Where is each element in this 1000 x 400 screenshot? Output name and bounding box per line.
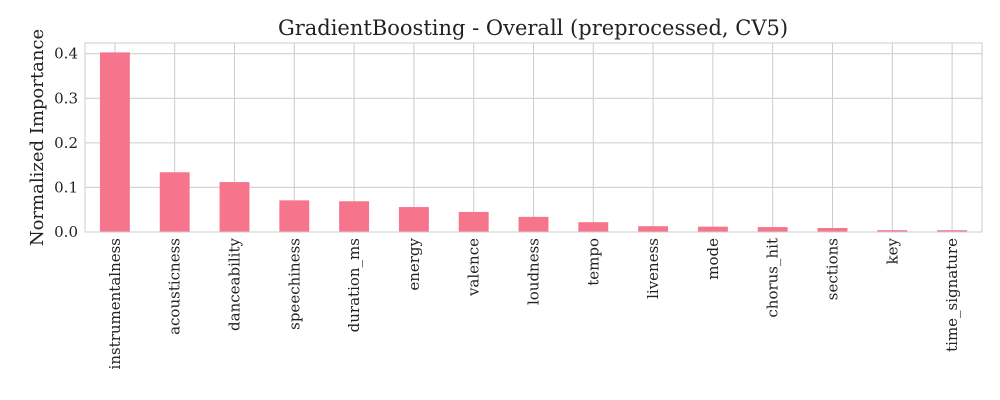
bar-mode <box>697 226 728 232</box>
x-tick-label: danceability <box>226 237 244 330</box>
x-tick-label: loudness <box>525 238 543 305</box>
chart-title: GradientBoosting - Overall (preprocessed… <box>278 16 788 40</box>
bar-valence <box>458 211 489 232</box>
x-tick-label: chorus_hit <box>764 238 782 318</box>
x-tick-label: acousticness <box>166 238 184 335</box>
bar-loudness <box>518 216 549 232</box>
bar-key <box>877 230 908 232</box>
bar-danceability <box>219 182 250 232</box>
bar-energy <box>398 207 429 232</box>
y-axis-label: Normalized Importance <box>27 29 48 246</box>
y-tick-label: 0.0 <box>54 223 78 241</box>
y-tick-labels: 0.0 0.1 0.2 0.3 0.4 <box>54 45 78 241</box>
x-tick-label: mode <box>704 238 722 280</box>
plot-frame <box>84 42 983 233</box>
y-tick-label: 0.2 <box>54 134 78 152</box>
x-tick-label: liveness <box>644 238 662 299</box>
x-tick-label: time_signature <box>943 238 961 352</box>
bars <box>99 52 968 233</box>
bar-liveness <box>638 226 669 232</box>
bar-tempo <box>578 222 609 232</box>
y-tick-label: 0.4 <box>54 45 78 63</box>
x-tick-labels: instrumentalness acousticness danceability… <box>106 237 961 369</box>
x-tick-label: key <box>883 237 901 264</box>
x-tick-label: tempo <box>584 238 602 286</box>
x-tick-label: instrumentalness <box>106 238 124 369</box>
y-tick-label: 0.1 <box>54 178 78 196</box>
bar-acousticness <box>159 172 190 232</box>
bar-speechiness <box>279 200 310 232</box>
x-tick-label: valence <box>465 238 483 297</box>
bar-sections <box>817 227 848 232</box>
bar-time-signature <box>937 230 968 232</box>
bar-instrumentalness <box>99 52 130 233</box>
y-tick-label: 0.3 <box>54 89 78 107</box>
x-tick-label: speechiness <box>285 238 303 330</box>
x-tick-label: duration_ms <box>345 238 363 332</box>
x-tick-label: sections <box>824 238 842 300</box>
bar-duration-ms <box>339 201 370 232</box>
x-tick-label: energy <box>405 237 423 290</box>
bar-chorus-hit <box>757 227 788 232</box>
